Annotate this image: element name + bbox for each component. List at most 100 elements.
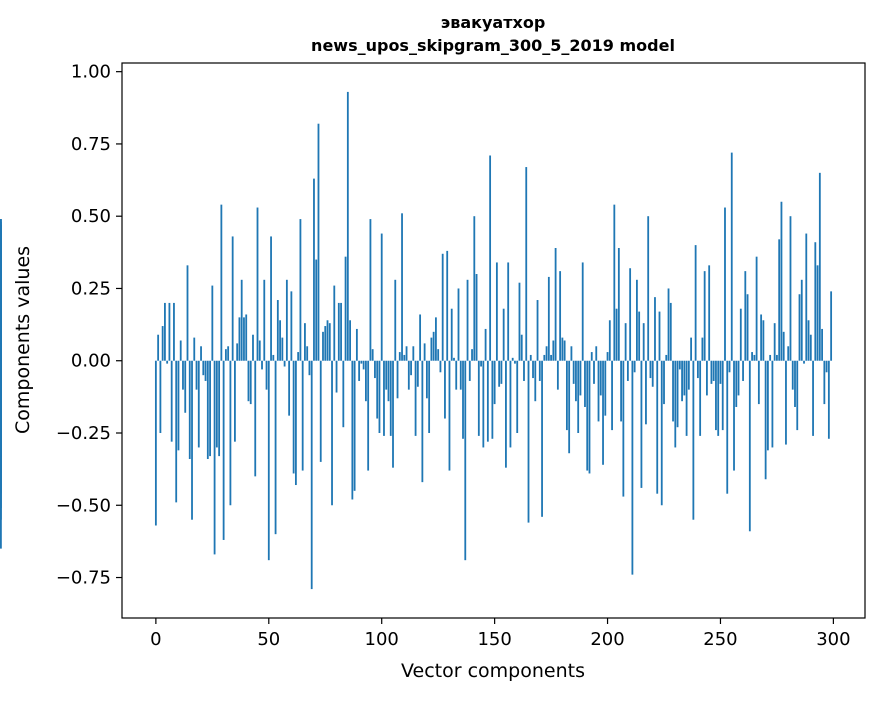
bar-234 xyxy=(683,360,686,396)
bar-261 xyxy=(744,271,747,361)
bar-106 xyxy=(394,279,397,361)
bar-197 xyxy=(599,360,602,396)
bar-227 xyxy=(667,288,670,361)
bar-171 xyxy=(541,360,543,517)
bar-287 xyxy=(803,360,805,364)
bar-123 xyxy=(432,331,435,361)
bar-257 xyxy=(735,360,738,407)
bar-204 xyxy=(615,308,618,361)
bar-63 xyxy=(297,352,300,361)
bar-295 xyxy=(821,328,823,361)
bar-70 xyxy=(313,178,315,361)
bar-177 xyxy=(554,248,557,361)
bar-0 xyxy=(154,360,157,526)
bar-286 xyxy=(800,279,803,361)
bar-169 xyxy=(536,300,539,361)
bar-264 xyxy=(751,352,753,361)
bar-3 xyxy=(161,326,164,361)
bar-12 xyxy=(182,360,184,390)
bar-47 xyxy=(261,360,263,370)
bar-30 xyxy=(222,360,225,540)
bar-213 xyxy=(636,279,638,361)
bar-13 xyxy=(184,360,187,413)
bar-224 xyxy=(660,360,663,506)
bar-174 xyxy=(547,276,550,361)
bar-298 xyxy=(827,360,830,439)
bar-202 xyxy=(611,360,613,431)
bar-79 xyxy=(333,285,336,361)
bar-245 xyxy=(708,265,711,361)
bar-142 xyxy=(475,274,478,361)
bar-25 xyxy=(211,285,214,361)
bar-230 xyxy=(674,360,677,448)
x-axis-ticks: 0 50 100 150 200 250 300 xyxy=(150,618,851,650)
bar-293 xyxy=(816,265,819,361)
bar-126 xyxy=(439,360,442,373)
bar-76 xyxy=(326,320,329,361)
bar-27 xyxy=(215,360,218,448)
bar-201 xyxy=(608,320,611,361)
bar-4 xyxy=(164,302,166,361)
bar-151 xyxy=(495,262,498,361)
bar-35 xyxy=(234,360,236,442)
bar-105 xyxy=(392,360,394,468)
bar-254 xyxy=(728,360,731,373)
bar-73 xyxy=(319,360,322,462)
bar-114 xyxy=(412,346,415,361)
bar-11 xyxy=(179,340,182,361)
bar-19 xyxy=(197,360,200,448)
bar-133 xyxy=(455,360,458,390)
bar-1 xyxy=(157,334,160,361)
bar-60 xyxy=(290,291,293,361)
bar-252 xyxy=(724,207,726,361)
bar-198 xyxy=(602,360,604,465)
bar-199 xyxy=(604,360,607,416)
bar-134 xyxy=(457,288,460,361)
bar-51 xyxy=(270,236,272,361)
x-tick-label: 0 xyxy=(150,629,161,650)
bar-37 xyxy=(238,317,241,361)
bar-132 xyxy=(453,357,455,361)
bar-75 xyxy=(324,326,327,361)
bar-203 xyxy=(613,204,616,361)
bar-244 xyxy=(706,360,708,396)
bar-248 xyxy=(715,360,717,431)
bar-57 xyxy=(283,360,286,367)
bar-299 xyxy=(830,291,833,361)
y-tick-label: −0.75 xyxy=(56,568,111,589)
bar-127 xyxy=(441,253,444,361)
bar-195 xyxy=(595,346,598,361)
bar-214 xyxy=(638,311,641,361)
bar-219 xyxy=(649,360,652,379)
bar-173 xyxy=(545,346,548,361)
bar-8 xyxy=(173,302,175,361)
bar-146 xyxy=(484,328,487,361)
bar-36 xyxy=(236,343,239,361)
bar-90 xyxy=(358,360,361,381)
bar-180 xyxy=(561,337,564,361)
bar-187 xyxy=(577,360,580,433)
bar-156 xyxy=(507,262,510,361)
bar-271 xyxy=(766,360,769,451)
bar-56 xyxy=(281,337,284,361)
bar-226 xyxy=(665,354,668,361)
bar-113 xyxy=(410,360,412,376)
bar-225 xyxy=(663,360,665,405)
bar-223 xyxy=(658,311,661,361)
bar-277 xyxy=(780,201,783,361)
bar-268 xyxy=(760,314,763,361)
bar-208 xyxy=(624,323,627,361)
bar-107 xyxy=(396,360,399,399)
bar-131 xyxy=(450,308,453,361)
bar-97 xyxy=(374,360,376,379)
bar-157 xyxy=(509,360,512,448)
bar-231 xyxy=(676,360,679,428)
bar-159 xyxy=(514,360,516,364)
bar-29 xyxy=(220,204,223,361)
bar-161 xyxy=(518,282,521,361)
bar-23 xyxy=(206,360,209,460)
bar-74 xyxy=(322,331,324,361)
bar-16 xyxy=(191,360,193,520)
bar-41 xyxy=(247,360,250,402)
bar-210 xyxy=(629,268,632,361)
